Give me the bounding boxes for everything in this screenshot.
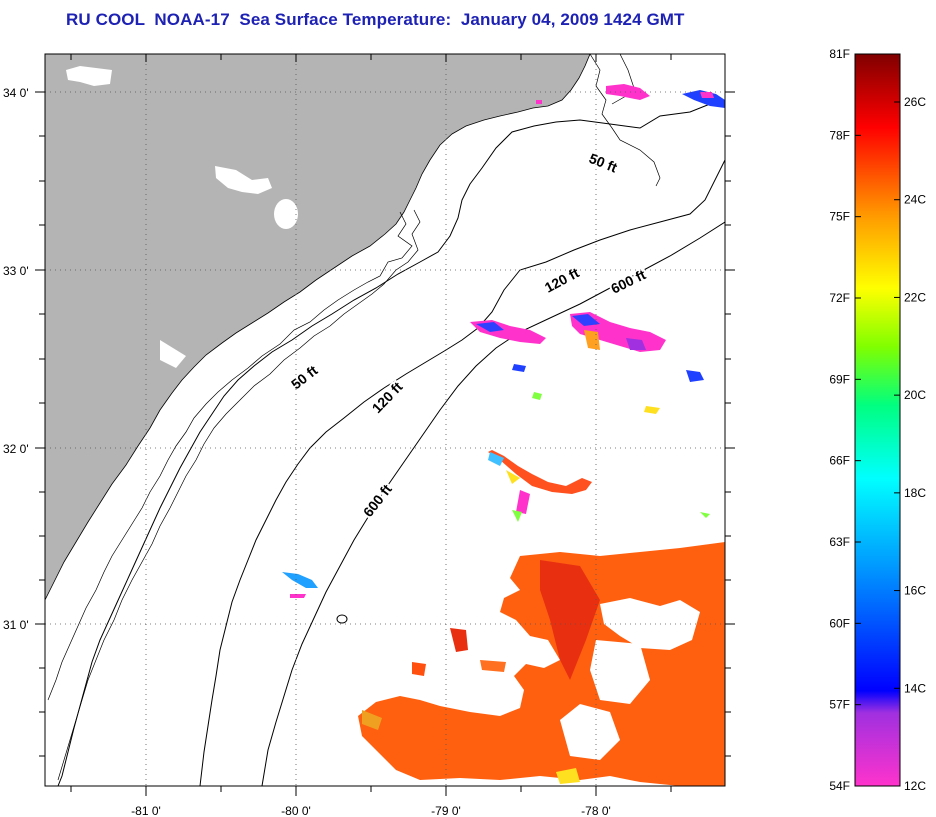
- colorbar-c-label: 26C: [904, 95, 926, 109]
- colorbar-c-label: 18C: [904, 486, 926, 500]
- lon-label: -80 0': [281, 804, 311, 817]
- temperature-colorbar: 81F 78F 75F 72F 69F 66F 63F 60F 57F 54F 26C 24C 22C…: [829, 47, 926, 793]
- sst-warm-region: [358, 542, 725, 786]
- colorbar-f-label: 57F: [829, 698, 850, 712]
- graticule: [45, 54, 725, 786]
- lat-label: 33 0': [3, 264, 29, 278]
- lat-label: 31 0': [3, 618, 29, 632]
- lon-label: -81 0': [131, 804, 161, 817]
- sst-cool-patches: [282, 84, 725, 598]
- colorbar-c-label: 12C: [904, 779, 926, 793]
- lat-label: 34 0': [3, 86, 29, 100]
- colorbar-c-label: 16C: [904, 584, 926, 598]
- lat-label: 32 0': [3, 442, 29, 456]
- colorbar-c-label: 24C: [904, 193, 926, 207]
- colorbar-c-label: 20C: [904, 388, 926, 402]
- inland-lakes: [48, 66, 298, 742]
- colorbar-c-labels: 26C 24C 22C 20C 18C 16C 14C 12C: [904, 95, 926, 793]
- colorbar-f-label: 69F: [829, 372, 850, 386]
- colorbar-f-label: 63F: [829, 535, 850, 549]
- colorbar-f-ticks: [855, 53, 861, 787]
- colorbar-f-label: 75F: [829, 210, 850, 224]
- colorbar-f-label: 66F: [829, 454, 850, 468]
- colorbar-f-label: 60F: [829, 616, 850, 630]
- colorbar-c-label: 14C: [904, 681, 926, 695]
- longitude-labels: -81 0' -80 0' -79 0' -78 0': [131, 804, 611, 817]
- colorbar-f-label: 72F: [829, 291, 850, 305]
- map-ticks: [35, 54, 735, 796]
- page-title: RU COOL NOAA-17 Sea Surface Temperature:…: [66, 10, 685, 29]
- colorbar-gradient: [854, 53, 901, 787]
- latitude-labels: 34 0' 33 0' 32 0' 31 0': [3, 86, 29, 632]
- colorbar-c-ticks: [894, 101, 900, 787]
- colorbar-c-label: 22C: [904, 290, 926, 304]
- isobath-contours: [57, 99, 725, 786]
- contour-600ft: [261, 221, 725, 786]
- contour-50ft: [57, 99, 721, 786]
- colorbar-f-label: 54F: [829, 779, 850, 793]
- lon-label: -79 0': [431, 804, 461, 817]
- lon-label: -78 0': [581, 804, 611, 817]
- colorbar-f-labels: 81F 78F 75F 72F 69F 66F 63F 60F 57F 54F: [829, 47, 850, 793]
- contour-120ft: [199, 159, 725, 786]
- map-frame: [44, 53, 726, 787]
- colorbar-f-label: 78F: [829, 128, 850, 142]
- land-mass: [45, 54, 591, 601]
- colorbar-f-label: 81F: [829, 47, 850, 61]
- map-area[interactable]: 50 ft 120 ft 600 ft 50 ft 120 ft 600 ft: [45, 54, 725, 786]
